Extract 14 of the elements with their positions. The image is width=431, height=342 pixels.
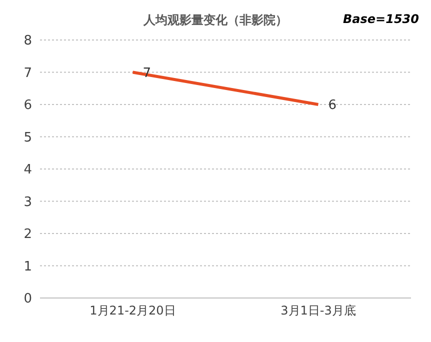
x-tick-label: 1月21-2月20日 [90, 304, 176, 318]
x-tick-label: 3月1日-3月底 [280, 304, 356, 318]
y-tick-label: 5 [24, 130, 32, 146]
y-tick-label: 8 [24, 34, 32, 49]
data-label: 6 [328, 98, 337, 114]
y-tick-label: 6 [24, 98, 32, 114]
text: Base=1530 [343, 12, 419, 26]
y-tick-label: 2 [24, 227, 32, 242]
y-tick-label: 0 [24, 292, 32, 307]
y-tick-label: 4 [24, 162, 32, 178]
chart-title: 人均观影量变化（非影院） [144, 13, 288, 27]
y-tick-label: 3 [24, 194, 32, 210]
y-tick-label: 7 [24, 66, 32, 81]
y-tick-label: 1 [24, 259, 32, 274]
